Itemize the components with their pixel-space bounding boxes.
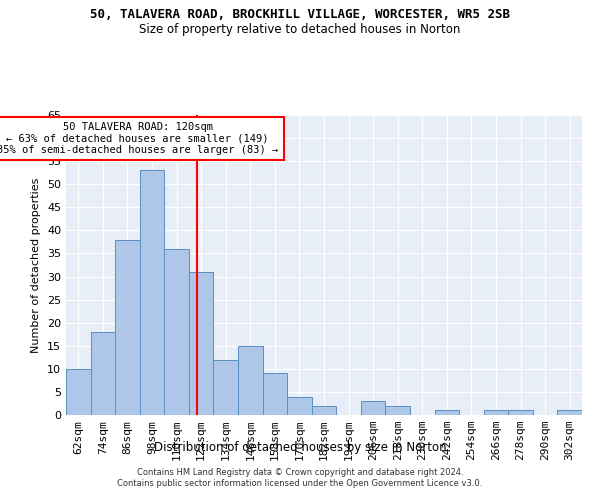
Bar [385,406,410,415]
Bar [557,410,582,415]
Bar [287,396,312,415]
Bar [238,346,263,415]
Bar [312,406,336,415]
Text: Size of property relative to detached houses in Norton: Size of property relative to detached ho… [139,22,461,36]
Bar [66,369,91,415]
Bar [484,410,508,415]
Text: Contains HM Land Registry data © Crown copyright and database right 2024.
Contai: Contains HM Land Registry data © Crown c… [118,468,482,487]
Bar [361,401,385,415]
Text: Distribution of detached houses by size in Norton: Distribution of detached houses by size … [154,441,446,454]
Bar [115,240,140,415]
Bar [214,360,238,415]
Y-axis label: Number of detached properties: Number of detached properties [31,178,41,352]
Bar [140,170,164,415]
Bar [164,249,189,415]
Text: 50, TALAVERA ROAD, BROCKHILL VILLAGE, WORCESTER, WR5 2SB: 50, TALAVERA ROAD, BROCKHILL VILLAGE, WO… [90,8,510,20]
Bar [434,410,459,415]
Bar [189,272,214,415]
Bar [263,374,287,415]
Bar [508,410,533,415]
Bar [91,332,115,415]
Text: 50 TALAVERA ROAD: 120sqm
← 63% of detached houses are smaller (149)
35% of semi-: 50 TALAVERA ROAD: 120sqm ← 63% of detach… [0,122,278,155]
